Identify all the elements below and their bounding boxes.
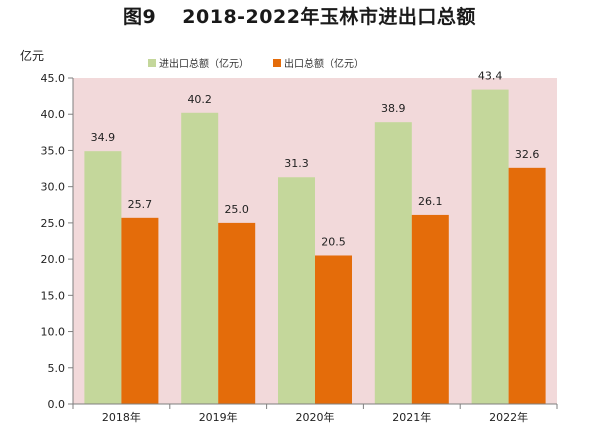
- bar-s1-5: [471, 89, 509, 404]
- legend-label-1: 进出口总额（亿元）: [159, 57, 249, 70]
- bar-s2-1: [121, 217, 159, 404]
- y-tick-label-8: 35.0: [41, 144, 66, 157]
- x-tick-label-5: 2022年: [489, 410, 528, 424]
- bar-s2-2: [218, 222, 256, 404]
- data-label-s2-1: 25.7: [128, 198, 153, 211]
- data-label-s2-2: 25.0: [224, 203, 249, 216]
- y-tick-label-10: 45.0: [41, 72, 66, 85]
- data-label-s1-5: 43.4: [478, 70, 503, 83]
- y-axis-unit-label: 亿元: [20, 48, 44, 63]
- x-tick-label-2: 2019年: [199, 410, 238, 424]
- x-tick-label-4: 2021年: [392, 410, 431, 424]
- data-label-s2-5: 32.6: [515, 148, 540, 161]
- y-tick-label-7: 30.0: [41, 181, 66, 194]
- data-label-s1-1: 34.9: [91, 131, 116, 144]
- data-label-s1-4: 38.9: [381, 102, 406, 115]
- axes: 0.0 5.0 10.0 15.0 20.0 25.0 30.0 35.0 40.0 45.0 20…: [41, 72, 558, 424]
- bar-s1-4: [374, 122, 412, 405]
- x-tick-label-3: 2020年: [296, 410, 335, 424]
- y-tick-label-9: 40.0: [41, 108, 66, 121]
- data-label-s2-4: 26.1: [418, 195, 443, 208]
- y-tick-label-6: 25.0: [41, 217, 66, 230]
- y-tick-label-2: 5.0: [48, 362, 66, 375]
- legend-swatch-1: [148, 59, 156, 67]
- y-tick-label-1: 0.0: [48, 398, 66, 411]
- y-tick-label-3: 10.0: [41, 326, 66, 339]
- bar-s2-4: [411, 214, 449, 404]
- bar-s2-5: [508, 167, 546, 404]
- data-label-s1-2: 40.2: [187, 93, 212, 106]
- bar-s1-3: [278, 177, 315, 404]
- bars: 34.9 40.2 31.3 38.9 43.4 25.7 25.0 20.5 26.1 32.6: [84, 70, 546, 405]
- chart-title-text: 2018-2022年玉林市进出口总额: [182, 6, 476, 28]
- legend-label-2: 出口总额（亿元）: [284, 57, 364, 70]
- chart-title: 图9 2018-2022年玉林市进出口总额: [0, 2, 599, 29]
- data-label-s1-3: 31.3: [284, 157, 309, 170]
- x-tick-label-1: 2018年: [102, 410, 141, 424]
- bar-s1-1: [84, 151, 122, 404]
- data-label-s2-3: 20.5: [321, 235, 346, 248]
- bar-s1-2: [181, 112, 219, 405]
- y-tick-label-5: 20.0: [41, 253, 66, 266]
- figure-number: 图9: [123, 6, 157, 28]
- y-tick-label-4: 15.0: [41, 289, 66, 302]
- legend: 进出口总额（亿元） 出口总额（亿元）: [148, 57, 364, 70]
- bar-s2-3: [315, 255, 352, 404]
- legend-swatch-2: [273, 59, 281, 67]
